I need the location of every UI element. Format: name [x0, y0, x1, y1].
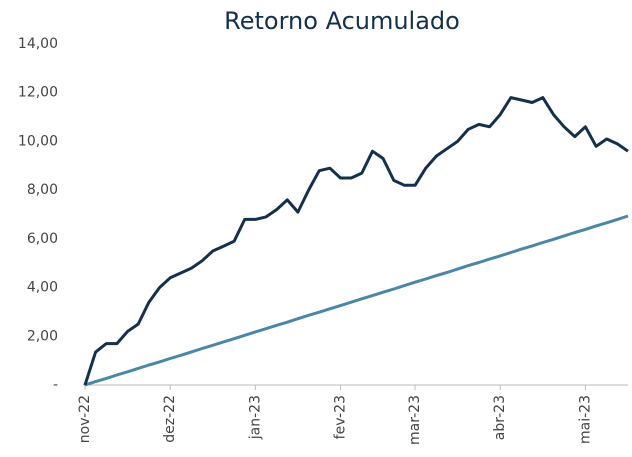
x-tick-label: nov-22	[77, 395, 93, 443]
x-tick-label: fev-23	[333, 395, 349, 439]
x-tick-label: dez-22	[162, 395, 178, 443]
y-tick-label: -	[53, 377, 58, 393]
y-tick-label: 14,00	[18, 36, 58, 52]
y-tick-label: 10,00	[18, 133, 58, 149]
y-tick-label: 8,00	[27, 182, 58, 198]
y-tick-label: 4,00	[27, 280, 58, 296]
y-tick-label: 6,00	[27, 231, 58, 247]
series-line	[83, 96, 629, 386]
x-tick-label: mai-23	[577, 395, 593, 444]
x-tick-label: abr-23	[492, 395, 508, 440]
series-line	[84, 214, 629, 387]
x-tick-label: mar-23	[407, 395, 423, 445]
y-tick-label: 2,00	[27, 328, 58, 344]
y-tick-label: 12,00	[18, 85, 58, 101]
chart-title: Retorno Acumulado	[224, 7, 460, 35]
x-tick-label: jan-23	[247, 395, 263, 440]
